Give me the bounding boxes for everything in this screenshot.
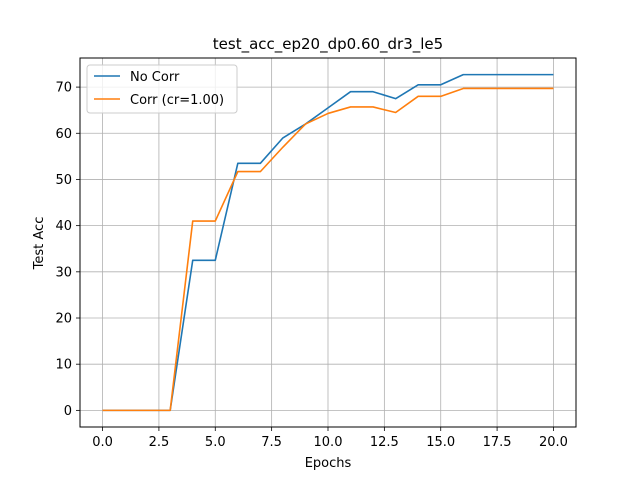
y-tick-label: 10 bbox=[55, 358, 72, 373]
x-axis-label: Epochs bbox=[305, 456, 352, 471]
legend-box bbox=[86, 64, 238, 114]
x-tick-label: 2.5 bbox=[149, 435, 170, 450]
y-tick-label: 20 bbox=[55, 312, 72, 327]
chart-title: test_acc_ep20_dp0.60_dr3_le5 bbox=[213, 35, 443, 54]
legend: No Corr Corr (cr=1.00) bbox=[86, 64, 238, 114]
legend-label-2: Corr (cr=1.00) bbox=[130, 93, 224, 108]
y-tick-label: 60 bbox=[55, 127, 72, 142]
x-tick-label: 0.0 bbox=[92, 435, 113, 450]
grid bbox=[80, 58, 576, 427]
legend-label-1: No Corr bbox=[130, 70, 180, 85]
series-line-1 bbox=[102, 73, 554, 412]
x-tick-label: 15.0 bbox=[426, 435, 455, 450]
y-tick-label: 30 bbox=[55, 265, 72, 280]
x-tick-label: 12.5 bbox=[370, 435, 399, 450]
y-axis-label: Test Acc bbox=[32, 217, 47, 271]
series-group bbox=[102, 73, 554, 412]
y-tick-label: 0 bbox=[64, 404, 72, 419]
x-tick-label: 20.0 bbox=[539, 435, 568, 450]
y-tick-label: 50 bbox=[55, 173, 72, 188]
ticks: 0.0 2.5 5.0 7.5 10.0 12.5 15.0 17.5 20.0 0 10 20 30 4… bbox=[55, 81, 567, 450]
series-line-2 bbox=[102, 87, 554, 412]
x-tick-label: 7.5 bbox=[261, 435, 282, 450]
y-tick-label: 40 bbox=[55, 219, 72, 234]
x-tick-label: 5.0 bbox=[205, 435, 226, 450]
x-tick-label: 17.5 bbox=[483, 435, 512, 450]
y-tick-label: 70 bbox=[55, 81, 72, 96]
x-tick-label: 10.0 bbox=[314, 435, 343, 450]
